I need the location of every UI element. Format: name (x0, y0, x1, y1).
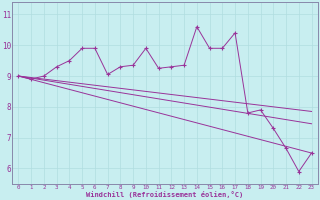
X-axis label: Windchill (Refroidissement éolien,°C): Windchill (Refroidissement éolien,°C) (86, 191, 244, 198)
